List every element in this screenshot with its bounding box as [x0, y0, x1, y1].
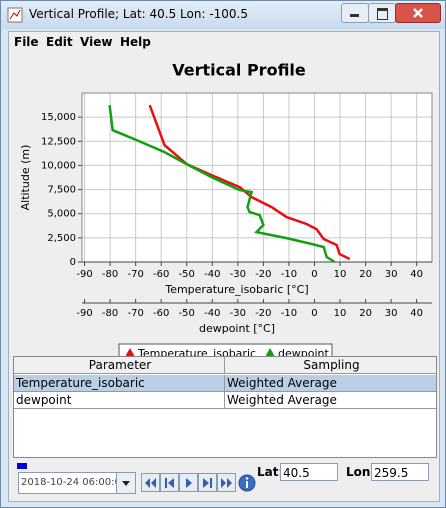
y-tick-label: 10,000 [41, 160, 76, 171]
y-tick-label: 2,500 [47, 233, 76, 244]
lon-label: Lon: [346, 465, 376, 479]
lat-field[interactable]: 40.5 [280, 463, 338, 481]
time-text: 2018-10-24 06:00:00Z [21, 477, 135, 488]
legend-marker [266, 348, 275, 358]
app-icon [7, 7, 23, 23]
x2-tick-label: -20 [255, 308, 271, 319]
minimize-button[interactable] [341, 3, 369, 23]
menu-file[interactable]: File [14, 35, 39, 49]
x-tick-label: -70 [127, 269, 143, 280]
window-title: Vertical Profile; Lat: 40.5 Lon: -100.5 [29, 7, 248, 21]
table: Parameter Sampling Temperature_isobaric … [13, 356, 437, 458]
menu-edit[interactable]: Edit [46, 35, 73, 49]
x2-tick-label: -60 [153, 308, 169, 319]
table-cell[interactable]: Weighted Average [225, 392, 436, 409]
x2-tick-label: -40 [204, 308, 220, 319]
x-tick-label: -50 [179, 269, 195, 280]
menu-help[interactable]: Help [120, 35, 151, 49]
legend: Temperature_isobaric dewpoint [118, 343, 333, 358]
y-tick-label: 0 [70, 257, 76, 268]
x2-tick-label: 40 [410, 308, 423, 319]
info-button[interactable] [238, 474, 256, 492]
legend-marker [126, 348, 134, 358]
x-tick-label: 0 [311, 269, 317, 280]
x2-tick-label: 30 [385, 308, 398, 319]
y-tick-label: 12,500 [41, 136, 76, 147]
menu-bar: File Edit View Help [9, 32, 439, 52]
x2-tick-label: -70 [127, 308, 143, 319]
maximize-button[interactable] [368, 3, 396, 23]
x2-tick-label: 20 [359, 308, 372, 319]
x-axis-label: Temperature_isobaric [°C] [164, 283, 308, 296]
menu-view[interactable]: View [80, 35, 113, 49]
x-tick-label: -80 [102, 269, 118, 280]
x2-tick-label: -10 [281, 308, 297, 319]
x2-tick-label: -30 [230, 308, 246, 319]
table-cell[interactable]: Weighted Average [225, 375, 436, 392]
y-tick-label: 5,000 [47, 209, 76, 220]
x-tick-label: 10 [334, 269, 347, 280]
y-tick-label: 15,000 [41, 112, 76, 123]
x-tick-label: 40 [410, 269, 423, 280]
legend-label: Temperature_isobaric [137, 347, 256, 358]
chart-title: Vertical Profile [172, 61, 306, 80]
x2-axis-label: dewpoint [°C] [199, 322, 275, 335]
navigation-buttons[interactable] [141, 473, 241, 493]
legend-box [118, 343, 333, 358]
close-button[interactable] [395, 3, 441, 23]
x-tick-label: -40 [204, 269, 220, 280]
plot-area [82, 93, 432, 262]
x-tick-label: -30 [230, 269, 246, 280]
x-tick-label: 20 [359, 269, 372, 280]
x-tick-label: -10 [281, 269, 297, 280]
time-indicator [17, 463, 27, 469]
x2-tick-label: -50 [179, 308, 195, 319]
column-header[interactable]: Parameter [14, 357, 225, 374]
series-line [108, 105, 336, 264]
x-tick-label: 30 [385, 269, 398, 280]
lat-label: Lat: [257, 465, 284, 479]
table-cell[interactable]: Temperature_isobaric [14, 375, 225, 392]
x2-tick-label: -90 [76, 308, 92, 319]
x2-tick-label: 0 [311, 308, 317, 319]
x-tick-label: -90 [76, 269, 92, 280]
table-cell[interactable]: dewpoint [14, 392, 225, 409]
x-tick-label: -20 [255, 269, 271, 280]
column-header[interactable]: Sampling [225, 357, 436, 374]
time-combo[interactable]: 2018-10-24 06:00:00Z [18, 472, 136, 494]
chart: Vertical Profile 0 2,500 5,000 7,500 10,000 12… [19, 61, 433, 358]
y-tick-label: 7,500 [47, 185, 76, 196]
y-axis-label: Altitude (m) [19, 145, 32, 211]
x2-tick-label: -80 [102, 308, 118, 319]
client-area: File Edit View Help Vertical Profile 0 2,5… [8, 31, 440, 502]
x2-tick-label: 10 [334, 308, 347, 319]
legend-label: dewpoint [278, 347, 329, 358]
title-bar: Vertical Profile; Lat: 40.5 Lon: -100.5 [1, 1, 445, 29]
lon-field[interactable]: 259.5 [371, 463, 429, 481]
x-tick-label: -60 [153, 269, 169, 280]
